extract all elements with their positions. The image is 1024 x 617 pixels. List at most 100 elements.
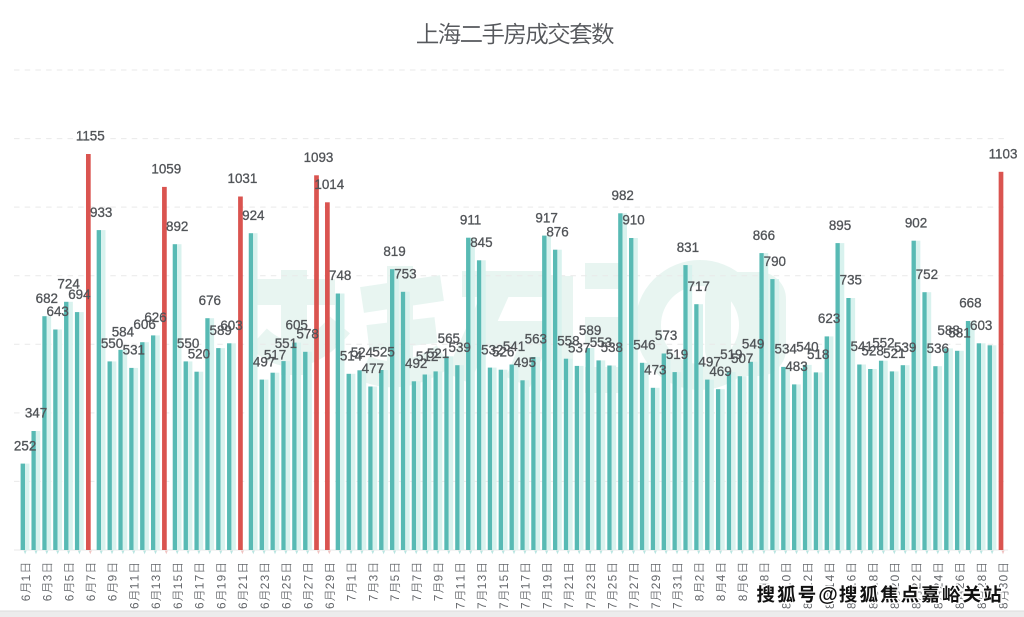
svg-text:8: 8 <box>953 602 967 609</box>
svg-text:606: 606 <box>133 317 155 332</box>
svg-text:6: 6 <box>149 602 163 609</box>
svg-text:8: 8 <box>758 574 772 581</box>
svg-text:6: 6 <box>323 602 337 609</box>
svg-text:2: 2 <box>692 575 706 582</box>
svg-text:1155: 1155 <box>76 129 105 144</box>
svg-text:517: 517 <box>264 347 286 362</box>
svg-text:8: 8 <box>975 574 989 581</box>
svg-text:546: 546 <box>633 338 655 353</box>
svg-text:4: 4 <box>823 574 837 581</box>
svg-text:7: 7 <box>301 575 315 582</box>
svg-text:8: 8 <box>692 594 706 601</box>
svg-text:603: 603 <box>970 318 992 333</box>
svg-text:7: 7 <box>410 575 424 582</box>
svg-text:0: 0 <box>779 574 793 581</box>
svg-text:892: 892 <box>166 219 188 234</box>
svg-text:1: 1 <box>475 583 489 590</box>
svg-text:5: 5 <box>388 574 402 581</box>
svg-text:668: 668 <box>959 296 981 311</box>
svg-text:7: 7 <box>193 575 207 582</box>
svg-text:6: 6 <box>128 602 142 609</box>
svg-text:2: 2 <box>258 583 272 590</box>
svg-text:7: 7 <box>453 602 467 609</box>
svg-text:8: 8 <box>714 594 728 601</box>
svg-text:3: 3 <box>584 574 598 581</box>
svg-text:8: 8 <box>975 602 989 609</box>
svg-text:735: 735 <box>840 273 862 288</box>
svg-text:1: 1 <box>149 583 163 590</box>
svg-text:8: 8 <box>801 602 815 609</box>
svg-text:541: 541 <box>851 339 873 354</box>
svg-text:589: 589 <box>210 323 232 338</box>
svg-text:3: 3 <box>997 582 1011 589</box>
svg-text:6: 6 <box>953 574 967 581</box>
svg-text:7: 7 <box>519 602 533 609</box>
svg-text:752: 752 <box>916 267 938 282</box>
svg-text:924: 924 <box>242 208 265 223</box>
svg-text:1: 1 <box>128 575 142 582</box>
svg-text:1: 1 <box>519 583 533 590</box>
svg-text:521: 521 <box>883 346 905 361</box>
svg-text:550: 550 <box>101 336 123 351</box>
svg-text:1059: 1059 <box>151 162 181 177</box>
svg-text:876: 876 <box>546 224 568 239</box>
svg-text:492: 492 <box>405 356 427 371</box>
svg-text:626: 626 <box>144 310 166 325</box>
svg-text:0: 0 <box>888 574 902 581</box>
svg-text:753: 753 <box>394 267 416 282</box>
svg-text:682: 682 <box>36 291 58 306</box>
svg-text:558: 558 <box>557 333 579 348</box>
svg-text:528: 528 <box>861 344 883 359</box>
svg-text:563: 563 <box>525 332 547 347</box>
svg-text:895: 895 <box>829 218 851 233</box>
svg-text:7: 7 <box>671 602 685 609</box>
svg-text:1093: 1093 <box>304 150 334 165</box>
svg-text:8: 8 <box>845 602 859 609</box>
svg-text:8: 8 <box>823 602 837 609</box>
svg-text:5: 5 <box>280 574 294 581</box>
svg-text:589: 589 <box>579 323 601 338</box>
svg-text:514: 514 <box>340 349 363 364</box>
svg-text:6: 6 <box>236 602 250 609</box>
svg-text:8: 8 <box>736 594 750 601</box>
svg-text:8: 8 <box>866 574 880 581</box>
svg-text:1: 1 <box>453 583 467 590</box>
svg-text:603: 603 <box>220 318 242 333</box>
svg-text:2: 2 <box>627 583 641 590</box>
svg-text:519: 519 <box>666 347 688 362</box>
svg-text:9: 9 <box>649 575 663 582</box>
svg-text:5: 5 <box>497 574 511 581</box>
svg-text:831: 831 <box>677 240 699 255</box>
svg-text:748: 748 <box>329 268 351 283</box>
svg-text:550: 550 <box>177 336 199 351</box>
svg-text:6: 6 <box>19 594 33 601</box>
svg-text:7: 7 <box>627 602 641 609</box>
svg-text:1: 1 <box>823 583 837 590</box>
svg-text:518: 518 <box>807 347 829 362</box>
svg-text:6: 6 <box>214 602 228 609</box>
svg-text:1103: 1103 <box>989 147 1018 162</box>
svg-text:7: 7 <box>84 575 98 582</box>
svg-text:9: 9 <box>432 575 446 582</box>
svg-text:6: 6 <box>171 602 185 609</box>
svg-text:1: 1 <box>236 575 250 582</box>
svg-text:5: 5 <box>62 574 76 581</box>
svg-text:605: 605 <box>286 317 308 332</box>
svg-text:1: 1 <box>171 583 185 590</box>
svg-text:6: 6 <box>736 574 750 581</box>
svg-text:7: 7 <box>584 602 598 609</box>
svg-text:3: 3 <box>671 582 685 589</box>
svg-text:7: 7 <box>519 575 533 582</box>
svg-text:6: 6 <box>193 602 207 609</box>
svg-text:7: 7 <box>475 602 489 609</box>
svg-text:1: 1 <box>345 575 359 582</box>
svg-text:540: 540 <box>796 340 818 355</box>
svg-text:7: 7 <box>606 602 620 609</box>
svg-text:521: 521 <box>427 346 449 361</box>
svg-text:0: 0 <box>997 574 1011 581</box>
svg-text:483: 483 <box>785 359 807 374</box>
svg-text:4: 4 <box>932 574 946 581</box>
svg-text:902: 902 <box>905 215 927 230</box>
svg-text:519: 519 <box>720 347 742 362</box>
svg-text:7: 7 <box>345 595 359 602</box>
